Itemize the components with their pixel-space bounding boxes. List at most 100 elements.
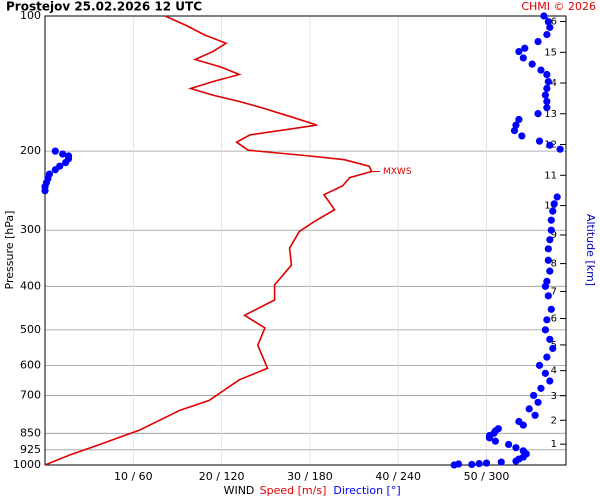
y-tick-label: 850 bbox=[20, 426, 41, 439]
y-tick-label: 600 bbox=[20, 358, 41, 371]
direction-dot bbox=[530, 391, 538, 400]
y2-tick-label: 11 bbox=[544, 170, 557, 181]
x-tick-label: 30 / 180 bbox=[287, 470, 333, 483]
speed-line bbox=[44, 15, 373, 466]
direction-dot bbox=[543, 30, 551, 39]
y2-tick-label: 7 bbox=[551, 286, 557, 297]
y-tick-label: 400 bbox=[20, 279, 41, 292]
direction-dot bbox=[518, 132, 526, 140]
direction-dot bbox=[519, 421, 527, 429]
direction-dot bbox=[541, 282, 549, 290]
direction-dot bbox=[515, 47, 523, 56]
y2-tick-label: 6 bbox=[551, 314, 557, 325]
y-tick-label: 700 bbox=[20, 388, 41, 401]
x-tick-label: 50 / 300 bbox=[464, 470, 510, 483]
direction-dot bbox=[549, 344, 557, 353]
direction-dot bbox=[544, 292, 552, 300]
direction-dot bbox=[41, 187, 49, 195]
direction-dot bbox=[544, 18, 552, 26]
direction-dot bbox=[553, 193, 561, 201]
direction-dot bbox=[512, 121, 520, 129]
direction-dot bbox=[62, 158, 70, 167]
direction-dot bbox=[450, 461, 458, 469]
direction-dot bbox=[546, 23, 554, 31]
x-tick-label: 20 / 120 bbox=[199, 470, 245, 483]
direction-dot bbox=[546, 335, 554, 343]
direction-dot bbox=[482, 459, 491, 467]
annotation: MXWS bbox=[383, 167, 412, 177]
direction-dot bbox=[491, 437, 499, 445]
direction-dot bbox=[525, 405, 533, 413]
direction-dot bbox=[535, 137, 544, 145]
direction-dot bbox=[546, 377, 554, 385]
plot-frame bbox=[44, 15, 567, 466]
direction-dot bbox=[547, 226, 555, 234]
y2-tick-label: 15 bbox=[544, 47, 557, 58]
direction-dot bbox=[534, 110, 542, 118]
direction-dot bbox=[543, 97, 551, 106]
direction-dot bbox=[531, 411, 539, 419]
direction-dot bbox=[541, 369, 549, 377]
direction-dot bbox=[543, 353, 551, 361]
direction-dot bbox=[546, 141, 554, 149]
direction-dot bbox=[543, 70, 551, 79]
direction-dot bbox=[475, 460, 483, 468]
direction-dot bbox=[534, 398, 542, 406]
direction-dot bbox=[543, 316, 551, 324]
direction-dot bbox=[497, 458, 505, 466]
direction-dot bbox=[547, 216, 555, 224]
direction-dot bbox=[505, 440, 513, 449]
direction-dot bbox=[510, 127, 519, 135]
y-tick-label: 300 bbox=[20, 223, 41, 236]
direction-dot bbox=[537, 384, 545, 392]
x-tick-label: 10 / 60 bbox=[114, 470, 153, 483]
legend-direction: Direction [°] bbox=[333, 484, 400, 497]
x-tick-label: 40 / 240 bbox=[375, 470, 421, 483]
y-tick-label: 1000 bbox=[13, 458, 41, 471]
x-axis-label: WIND bbox=[224, 484, 255, 497]
y2-tick-label: 8 bbox=[551, 259, 557, 270]
direction-dot bbox=[515, 115, 523, 124]
direction-dot bbox=[549, 207, 557, 215]
direction-dot bbox=[528, 60, 536, 68]
direction-dot bbox=[51, 166, 59, 174]
y2-tick-label: 2 bbox=[551, 415, 557, 426]
y-tick-label: 925 bbox=[20, 443, 41, 456]
direction-dot bbox=[468, 460, 476, 469]
direction-dot bbox=[541, 326, 549, 334]
direction-dot bbox=[556, 145, 564, 153]
direction-dot bbox=[550, 200, 558, 208]
y2-tick-label: 1 bbox=[551, 439, 557, 450]
y2-axis-label: Altitude [km] bbox=[584, 214, 597, 286]
y-tick-label: 100 bbox=[20, 9, 41, 22]
y-tick-label: 500 bbox=[20, 323, 41, 336]
direction-dot bbox=[543, 104, 551, 112]
direction-dot bbox=[534, 37, 542, 46]
direction-dot bbox=[541, 91, 549, 99]
direction-dot bbox=[544, 78, 552, 86]
direction-dot bbox=[544, 245, 552, 253]
direction-dot bbox=[546, 236, 554, 244]
direction-dot bbox=[51, 147, 59, 155]
direction-dot bbox=[512, 457, 520, 465]
y-axis-label: Pressure [hPa] bbox=[3, 211, 16, 290]
direction-dot bbox=[546, 267, 554, 275]
chart-title: Prostejov 25.02.2026 12 UTC bbox=[6, 0, 202, 14]
y2-tick-label: 3 bbox=[551, 391, 557, 402]
direction-dot bbox=[543, 84, 551, 93]
credit: CHMI © 2026 bbox=[521, 0, 596, 13]
direction-dot bbox=[547, 305, 555, 313]
y-tick-label: 200 bbox=[20, 144, 41, 157]
y2-tick-label: 9 bbox=[551, 230, 557, 241]
direction-dot bbox=[535, 361, 544, 369]
direction-dot bbox=[512, 444, 520, 452]
y2-tick-label: 4 bbox=[551, 366, 557, 377]
direction-dot bbox=[540, 12, 548, 20]
legend-speed: Speed [m/s] bbox=[260, 484, 327, 497]
direction-dot bbox=[537, 66, 545, 74]
y2-tick-label: 10 bbox=[544, 201, 557, 212]
y2-tick-label: 13 bbox=[544, 109, 557, 120]
